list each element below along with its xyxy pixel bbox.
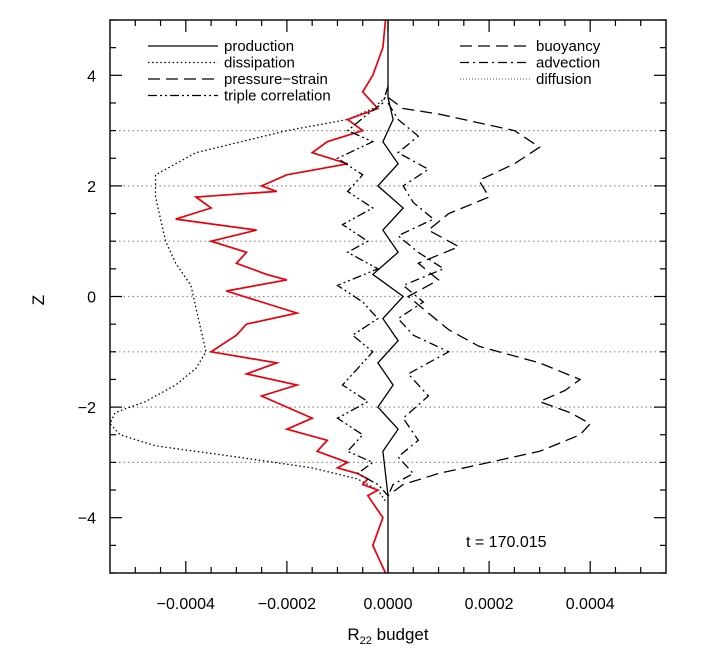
x-axis-title-main: R [347,625,359,644]
x-tick-label: 0.0002 [465,596,514,613]
y-tick-label: 0 [87,290,96,307]
x-axis-title-sub: 22 [360,635,372,647]
series-line-dissipation [109,96,387,502]
y-tick-label: −4 [78,511,96,528]
axis-ticks: −0.0004 −0.0002 0.0000 0.0002 0.0004 −4 −2 0 2 4 [78,19,666,613]
series-line-turbulent-budget-red- [175,19,387,574]
y-tick-label: −2 [78,400,96,417]
time-annotation: t = 170.015 [466,534,547,551]
grid-lines [110,130,666,463]
series-lines [109,19,592,574]
x-tick-label: −0.0004 [157,596,215,613]
legend-right-label-1: advection [536,55,600,72]
legend-left-label-0: production [224,38,294,55]
x-tick-label: 0.0004 [566,596,615,613]
legend-left-label-1: dissipation [224,55,295,72]
y-tick-label: 2 [87,179,96,196]
legend: productiondissipationpressure−straintrip… [148,38,601,105]
series-line-triple-correlation [336,86,389,497]
y-tick-label: 4 [87,68,96,85]
x-tick-label: 0.0000 [364,596,413,613]
legend-right-label-2: diffusion [536,71,592,88]
series-line-buoyancy [387,96,592,497]
legend-right-label-0: buoyancy [536,38,601,55]
legend-left-label-3: triple correlation [224,88,331,105]
x-axis-title: R22 budget [347,625,429,647]
x-tick-label: −0.0002 [258,596,316,613]
series-line-production [371,20,405,573]
x-axis-title-rest: budget [372,625,429,644]
legend-left-label-2: pressure−strain [224,71,328,88]
y-axis-title: Z [29,295,48,305]
series-line-pressure-strain [387,102,451,496]
